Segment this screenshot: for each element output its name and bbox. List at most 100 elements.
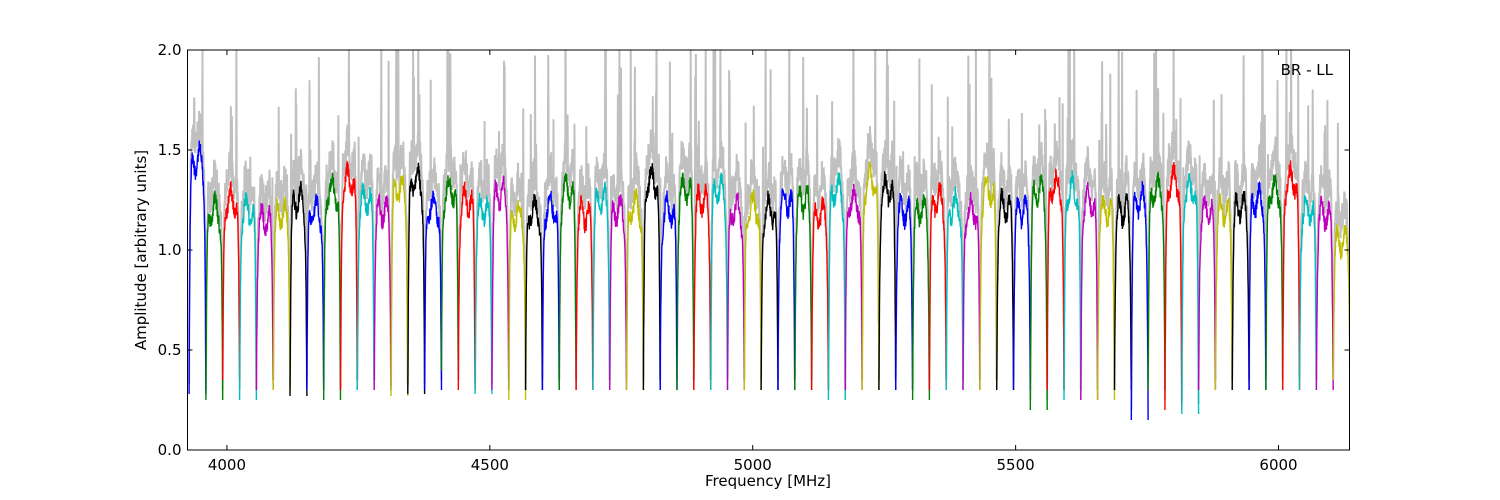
channel-trace: [1197, 195, 1217, 391]
channel-trace: [710, 172, 729, 391]
background-trace: [1113, 50, 1133, 381]
background-trace: [827, 101, 847, 391]
channel-trace: [238, 192, 258, 401]
background-trace: [1248, 50, 1267, 381]
channel-trace: [1096, 194, 1116, 401]
channel-trace: [760, 190, 779, 391]
y-tick-label: 0.5: [158, 341, 182, 359]
channel-trace: [1012, 194, 1032, 391]
background-trace: [255, 169, 275, 381]
channel-trace: [895, 193, 914, 391]
channel-trace: [373, 192, 392, 391]
channel-trace: [911, 194, 931, 401]
channel-trace: [945, 186, 964, 391]
channel-trace: [440, 175, 459, 371]
background-trace: [558, 50, 578, 381]
channel-trace: [1248, 180, 1267, 391]
x-tick-label: 5000: [734, 456, 772, 474]
channel-trace: [726, 192, 745, 391]
channel-trace: [1332, 224, 1350, 381]
channel-trace: [508, 199, 527, 401]
channel-trace: [306, 193, 325, 391]
background-trace: [1130, 89, 1150, 411]
channel-trace: [1063, 170, 1082, 401]
background-trace: [524, 55, 544, 381]
background-trace: [978, 50, 998, 381]
background-trace: [423, 79, 443, 381]
chart-annotation: BR - LL: [1281, 61, 1334, 79]
channel-trace: [1080, 181, 1099, 401]
channel-trace: [1130, 181, 1149, 421]
background-trace: [1012, 112, 1032, 381]
channel-trace: [676, 172, 695, 391]
background-trace: [760, 50, 779, 381]
channel-trace: [1315, 195, 1334, 391]
channel-trace: [592, 180, 611, 391]
background-trace: [692, 50, 712, 381]
channel-trace: [474, 192, 493, 395]
background-trace: [1063, 50, 1082, 391]
background-trace: [962, 50, 981, 381]
channel-trace: [693, 182, 712, 391]
channel-trace: [558, 172, 577, 391]
background-trace: [844, 50, 864, 381]
background-trace: [305, 57, 325, 381]
channel-trace: [339, 160, 358, 391]
channel-trace: [928, 182, 947, 391]
channel-trace: [1231, 190, 1250, 391]
background-trace: [1281, 50, 1301, 381]
channel-trace: [1265, 173, 1284, 391]
background-trace: [490, 60, 510, 381]
channel-trace: [356, 182, 375, 391]
y-tick-label: 2.0: [158, 41, 182, 59]
channel-trace: [878, 171, 897, 391]
channel-trace: [457, 181, 476, 391]
background-trace: [642, 50, 662, 381]
background-trace: [221, 50, 241, 371]
background-trace: [575, 126, 594, 381]
channel-trace: [491, 175, 510, 391]
channel-trace: [423, 190, 443, 391]
channel-trace: [1281, 160, 1301, 391]
y-axis: 0.0 0.5 1.0 1.5 2.0: [158, 41, 1350, 459]
background-trace: [743, 105, 763, 381]
channel-trace: [323, 172, 342, 401]
background-trace: [1231, 55, 1251, 381]
channel-trace: [810, 196, 830, 391]
background-trace: [625, 50, 645, 381]
background-trace: [911, 58, 931, 391]
background-trace: [1332, 122, 1350, 371]
channel-trace: [272, 196, 291, 391]
x-tick-label: 5500: [997, 456, 1035, 474]
background-trace: [709, 50, 729, 381]
background-trace-layer: [188, 50, 1350, 411]
background-trace: [440, 50, 460, 361]
channel-trace: [390, 175, 409, 397]
background-trace: [406, 50, 426, 385]
background-trace: [1046, 97, 1065, 381]
background-trace: [928, 84, 948, 381]
background-trace: [474, 120, 493, 385]
background-trace: [541, 54, 561, 381]
channel-trace: [1298, 195, 1318, 391]
background-trace: [188, 50, 207, 385]
x-axis: 4000 4500 5000 5500 6000: [208, 50, 1298, 474]
background-trace: [373, 50, 392, 381]
y-tick-label: 1.0: [158, 241, 182, 259]
channel-trace: [575, 194, 594, 391]
channel-trace: [524, 193, 544, 391]
channel-trace: [255, 203, 274, 391]
channel-trace: [979, 175, 998, 391]
channel-trace: [1029, 174, 1048, 411]
background-trace: [659, 61, 678, 381]
channel-trace: [844, 183, 863, 391]
background-trace: [457, 150, 477, 381]
channel-trace: [205, 190, 224, 401]
y-tick-label: 0.0: [158, 441, 182, 459]
channel-trace: [1214, 193, 1233, 391]
channel-trace: [1113, 193, 1133, 391]
background-trace: [726, 70, 746, 381]
channel-trace: [1181, 173, 1200, 415]
background-trace: [507, 108, 527, 391]
